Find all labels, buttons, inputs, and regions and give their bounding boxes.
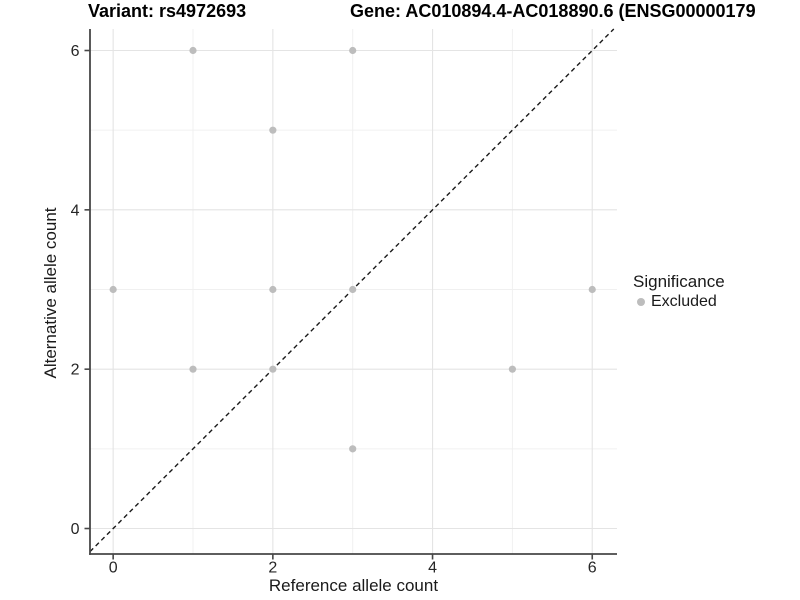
legend: Significance Excluded [633,272,725,311]
legend-item-excluded: Excluded [633,293,725,311]
plot-title-gene: Gene: AC010894.4-AC018890.6 (ENSG0000017… [350,1,756,21]
svg-text:4: 4 [428,560,437,577]
svg-text:6: 6 [588,560,597,577]
svg-text:2: 2 [268,560,277,577]
legend-item-label: Excluded [651,293,717,310]
svg-text:6: 6 [71,43,80,60]
x-axis-title: Reference allele count [268,576,439,595]
svg-text:0: 0 [109,560,118,577]
legend-title: Significance [633,272,725,291]
svg-text:0: 0 [71,521,80,538]
legend-dot-icon [637,298,645,306]
svg-text:2: 2 [71,362,80,379]
y-axis-title: Alternative allele count [41,207,60,379]
svg-text:4: 4 [71,202,80,219]
plot-title-variant: Variant: rs4972693 [88,1,247,21]
